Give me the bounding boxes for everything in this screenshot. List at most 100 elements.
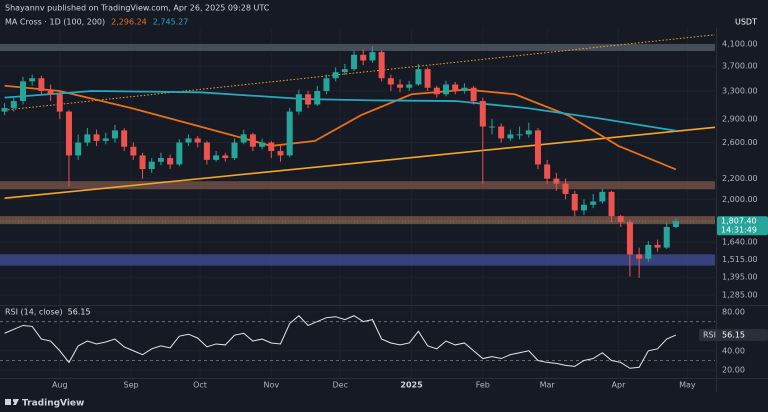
y-tick-label: 1,515.00 [722, 255, 758, 264]
candle-body [93, 134, 100, 141]
footer-brand: TradingView [22, 399, 84, 409]
candle-body [332, 72, 339, 79]
candle-body [663, 226, 670, 248]
candle-body [240, 134, 247, 143]
candle-body [626, 222, 633, 255]
candle-body [231, 142, 238, 159]
candle-body [525, 130, 532, 135]
candle-body [259, 142, 266, 147]
x-tick-label: Nov [263, 381, 279, 390]
axis-layer: 4,100.00 3,700.00 3,300.00 2,900.00 2,600.00… [0, 28, 768, 392]
candle-body [534, 130, 541, 165]
candle-body [608, 191, 615, 217]
footer-logo [5, 398, 19, 405]
rsi-line [4, 315, 677, 369]
trendline [4, 126, 715, 200]
byline: Shayannv published on TradingView.com, A… [5, 4, 270, 13]
candle-body [305, 94, 312, 105]
y-tick-label: 2,000.00 [722, 195, 758, 204]
candle-body [387, 78, 394, 85]
candle-body [111, 130, 118, 139]
candle-body [268, 142, 275, 152]
candle-body [580, 204, 587, 211]
candle-body [314, 90, 321, 105]
candle-body [341, 69, 348, 73]
candle-body [157, 158, 164, 162]
y-tick-label: 1,395.00 [722, 273, 758, 282]
candle-body [516, 134, 523, 136]
candle-body [397, 84, 404, 88]
last-price-label: 1,807.40 [721, 217, 757, 226]
logo-mark [5, 399, 11, 405]
x-tick-label: Sep [124, 381, 139, 390]
candle-body [571, 193, 578, 211]
candle-body [167, 158, 174, 165]
countdown: 14:31:49 [721, 226, 757, 235]
y-tick-label: 1,285.00 [722, 291, 758, 300]
y-tick-label: 4,100.00 [722, 40, 758, 49]
rsi-tick-label: 40.00 [722, 346, 745, 355]
candle-body [47, 90, 54, 95]
candle-body [590, 201, 597, 205]
x-tick-label: Feb [476, 381, 490, 390]
rsi-pane [0, 315, 715, 369]
candle-body [544, 164, 551, 179]
last-price-tag [717, 216, 768, 236]
candle-body [295, 94, 302, 112]
candle-body [415, 69, 422, 85]
candle-body [479, 101, 486, 127]
candle-body [286, 111, 293, 156]
y-tick-label: 2,900.00 [722, 114, 758, 123]
y-tick-label: 3,700.00 [722, 62, 758, 71]
candle-body [488, 126, 495, 128]
zone [0, 254, 715, 266]
candle-body [507, 134, 514, 139]
candle-body [277, 151, 284, 156]
y-tick-label: 1,640.00 [722, 238, 758, 247]
candle-body [443, 84, 450, 95]
x-tick-label: Mar [540, 381, 556, 390]
rsi-tag-name: RSI [703, 331, 716, 340]
zone [0, 44, 715, 51]
candle-body [498, 126, 505, 139]
candle-body [433, 87, 440, 95]
x-tick-label: May [679, 381, 696, 390]
candle-body [121, 130, 128, 147]
moving-average [4, 90, 677, 132]
candle-body [185, 138, 192, 143]
candle-body [102, 138, 109, 141]
candle-body [56, 94, 63, 112]
candle-body [553, 178, 560, 184]
rsi-tag [699, 329, 768, 342]
candle-body [222, 155, 229, 159]
candle-body [176, 142, 183, 165]
rsi-tick-label: 20.00 [722, 366, 745, 375]
candle-body [369, 52, 376, 61]
zone [0, 181, 715, 190]
x-tick-label: Aug [52, 381, 68, 390]
candle-body [84, 134, 91, 143]
logo-shape [13, 399, 19, 405]
y-tick-label: 2,200.00 [722, 174, 758, 183]
candle-body [65, 111, 72, 156]
y-tick-label: 3,300.00 [722, 86, 758, 95]
x-tick-label: Dec [333, 381, 348, 390]
candle-body [194, 138, 201, 143]
rsi-legend-value: 56.15 [68, 308, 91, 317]
rsi-title: RSI (14, close) [5, 308, 63, 317]
rsi-tick-label: 80.00 [722, 307, 745, 316]
candle-body [10, 101, 17, 109]
indicator-title: MA Cross · 1D (100, 200) [5, 18, 105, 27]
candle-body [323, 78, 330, 91]
candle-body [19, 81, 26, 102]
candle-body [130, 146, 137, 156]
rsi-tag-value: 56.15 [722, 331, 745, 340]
currency: USDT [735, 18, 757, 27]
candle-body [139, 155, 146, 170]
candle-body [1, 108, 8, 112]
candle-body [213, 155, 220, 160]
candle-body [351, 54, 358, 70]
candle-body [424, 69, 431, 88]
candle-body [645, 244, 652, 259]
